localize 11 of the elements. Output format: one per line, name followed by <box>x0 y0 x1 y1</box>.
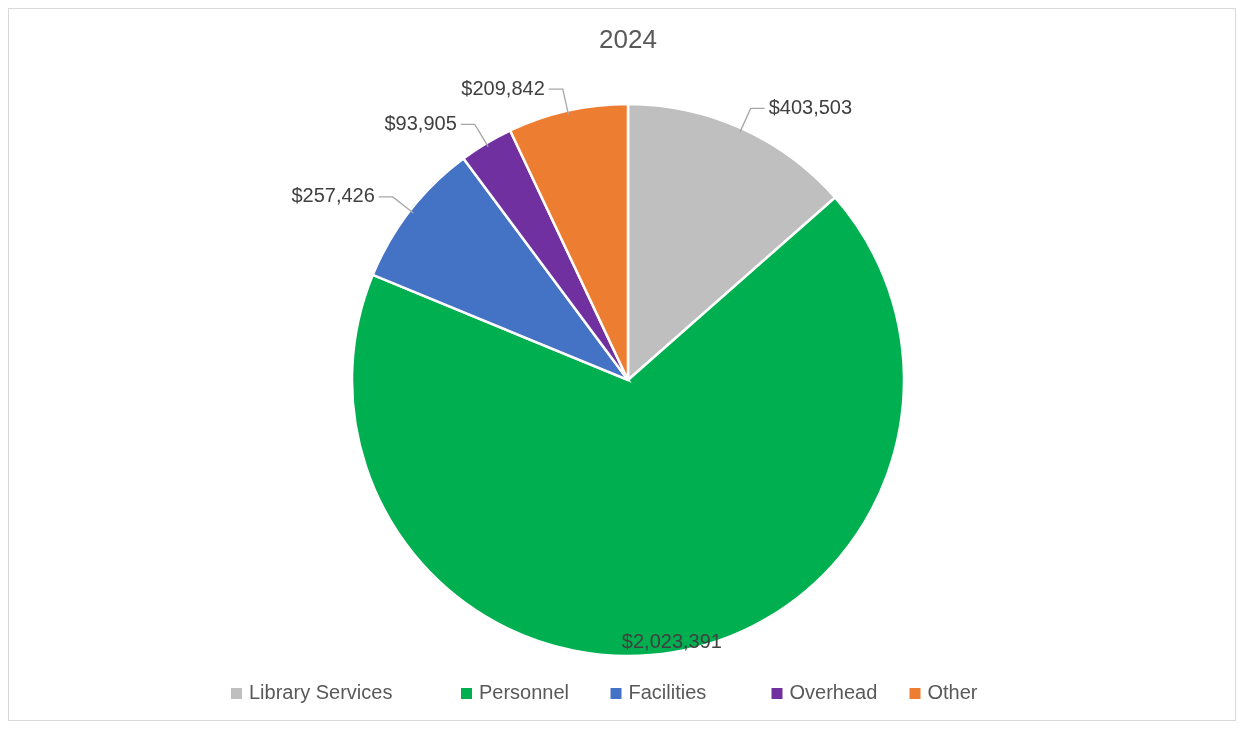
legend-label: Overhead <box>789 681 878 704</box>
legend-label: Personnel <box>479 681 570 704</box>
legend-label: Facilities <box>628 681 707 704</box>
data-label: $403,503 <box>768 95 853 118</box>
legend-label: Library Services <box>249 681 393 704</box>
data-label: $209,842 <box>461 76 545 99</box>
data-label: $2,023,391 <box>621 629 722 652</box>
data-label: $257,426 <box>291 184 375 207</box>
legend-label: Other <box>927 681 978 704</box>
data-label: $93,905 <box>384 111 457 134</box>
chart-title: 2024 <box>599 24 657 54</box>
